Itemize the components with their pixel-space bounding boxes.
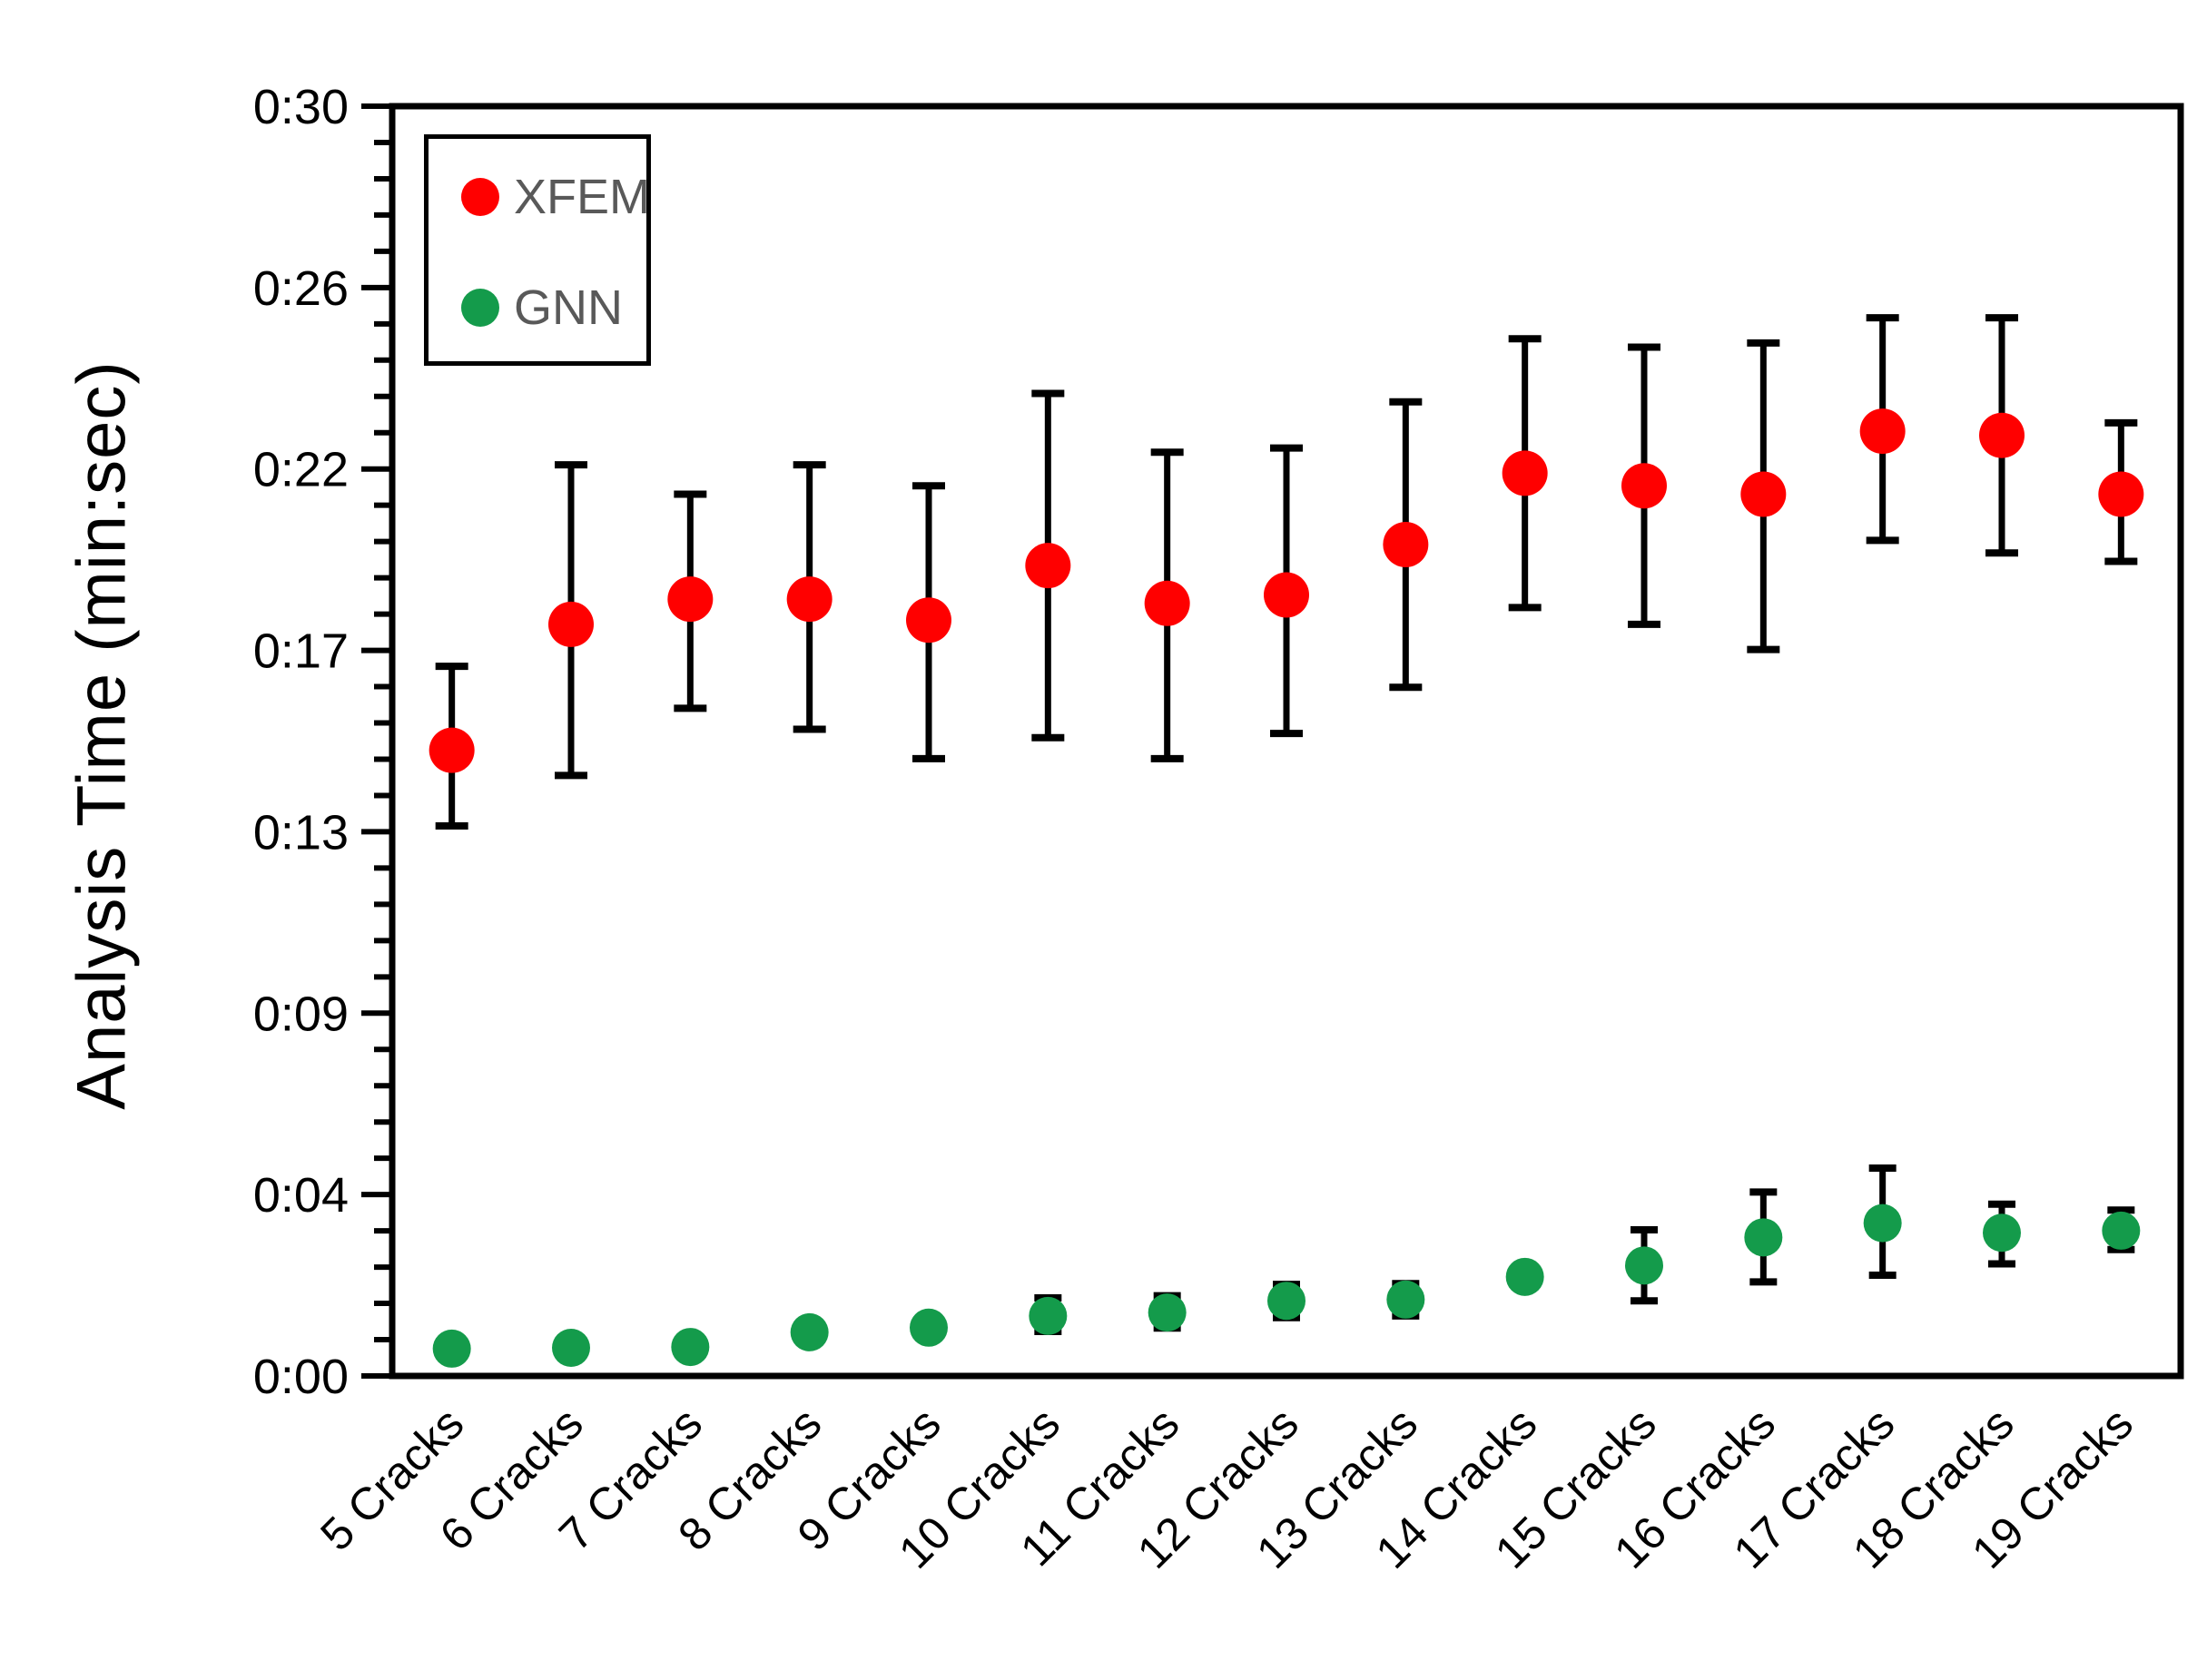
legend: XFEM GNN bbox=[424, 134, 651, 366]
xfem-data-point bbox=[548, 601, 594, 647]
xfem-data-point bbox=[1025, 543, 1071, 589]
gnn-data-point bbox=[432, 1329, 471, 1368]
xfem-marker-icon bbox=[461, 178, 499, 216]
y-tick-label: 0:00 bbox=[253, 1350, 349, 1404]
y-tick-label: 0:09 bbox=[253, 987, 349, 1041]
gnn-data-point bbox=[552, 1329, 590, 1368]
legend-item-xfem: XFEM bbox=[461, 172, 650, 222]
gnn-data-point bbox=[1505, 1257, 1544, 1296]
gnn-data-point bbox=[910, 1308, 948, 1347]
gnn-data-point bbox=[790, 1312, 829, 1351]
plot-border bbox=[389, 103, 2184, 1380]
y-tick-label: 0:22 bbox=[253, 443, 349, 497]
legend-item-gnn: GNN bbox=[461, 282, 623, 333]
gnn-data-point bbox=[671, 1328, 710, 1367]
xfem-data-point bbox=[906, 597, 951, 644]
y-tick-label: 0:04 bbox=[253, 1168, 349, 1223]
xfem-data-point bbox=[429, 727, 475, 773]
y-tick-label: 0:26 bbox=[253, 261, 349, 316]
gnn-marker-icon bbox=[461, 289, 499, 327]
gnn-data-point bbox=[1029, 1296, 1068, 1335]
y-axis-title: Analysis Time (min:sec) bbox=[63, 360, 141, 1110]
gnn-data-point bbox=[1983, 1213, 2021, 1253]
gnn-data-point bbox=[1625, 1246, 1663, 1285]
xfem-data-point bbox=[1621, 463, 1667, 509]
xfem-data-point bbox=[1740, 471, 1787, 517]
xfem-data-point bbox=[2098, 471, 2144, 517]
xfem-data-point bbox=[786, 576, 833, 623]
xfem-data-point bbox=[1502, 450, 1548, 496]
xfem-data-point bbox=[667, 576, 714, 623]
gnn-data-point bbox=[1267, 1282, 1305, 1321]
gnn-data-point bbox=[1386, 1280, 1425, 1319]
xfem-data-point bbox=[1264, 572, 1309, 618]
y-tick-label: 0:17 bbox=[253, 624, 349, 679]
gnn-data-point bbox=[2102, 1211, 2141, 1250]
y-tick-label: 0:30 bbox=[253, 80, 349, 134]
gnn-data-point bbox=[1863, 1204, 1902, 1243]
xfem-data-point bbox=[1383, 521, 1429, 567]
xfem-data-point bbox=[1979, 412, 2025, 458]
gnn-data-point bbox=[1744, 1218, 1783, 1257]
legend-label-gnn: GNN bbox=[514, 280, 623, 335]
gnn-data-point bbox=[1148, 1293, 1187, 1332]
legend-label-xfem: XFEM bbox=[514, 170, 651, 224]
xfem-data-point bbox=[1144, 580, 1190, 626]
xfem-data-point bbox=[1859, 408, 1906, 455]
y-tick-label: 0:13 bbox=[253, 805, 349, 860]
